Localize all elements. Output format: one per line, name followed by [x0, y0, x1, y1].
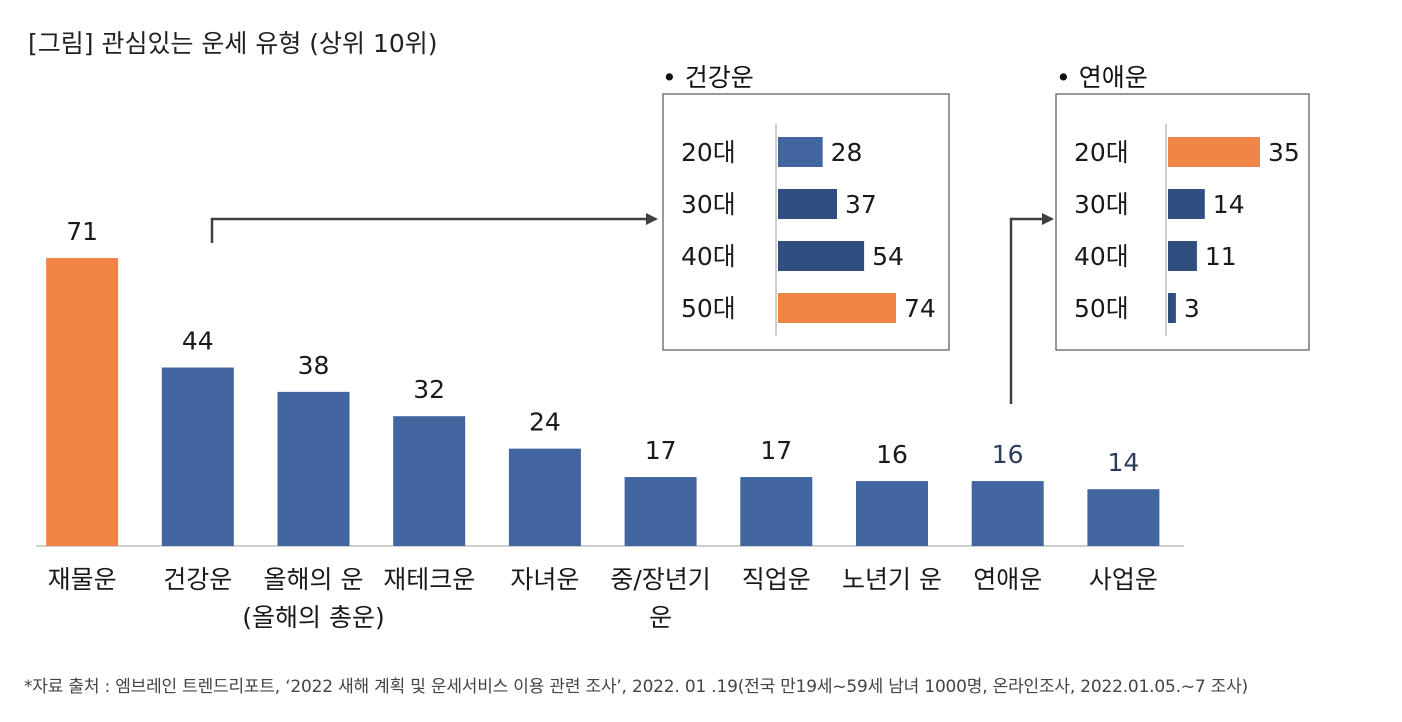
love-value-label: 14: [1213, 190, 1245, 219]
main-bar: [277, 391, 350, 546]
love-age-label: 40대: [1074, 242, 1129, 271]
main-category-label: 재테크운: [383, 565, 475, 594]
love-bar: [1168, 189, 1205, 219]
love-panel-title: • 연애운: [1056, 63, 1148, 92]
main-data-label: 71: [66, 217, 98, 246]
health-connector-arrow: [210, 213, 658, 243]
main-data-label: 16: [992, 440, 1024, 469]
health-panel-title: • 건강운: [662, 63, 754, 92]
love-bar: [1168, 241, 1197, 271]
health-age-chart: 20대 28 30대 37 40대 54 50대 74: [662, 93, 950, 351]
love-connector-arrow: [1009, 213, 1054, 404]
health-bar: [778, 241, 865, 271]
love-value-label: 3: [1184, 294, 1200, 323]
figure-title: [그림] 관심있는 운세 유형 (상위 10위): [28, 29, 438, 58]
main-bar-chart: 71 재물운 44 건강운 38 올해의 운 (올해의 총운) 32 재테크운 24 자녀운 17 중/…: [36, 217, 1184, 632]
main-data-label: 17: [760, 436, 792, 465]
health-age-label: 30대: [681, 190, 736, 219]
main-category-label: 건강운: [163, 565, 232, 594]
main-category-label: 자녀운: [510, 565, 579, 594]
main-category-label: 운: [649, 603, 672, 632]
main-bar: [46, 258, 119, 546]
main-bar: [740, 477, 813, 546]
main-data-label: 24: [529, 408, 561, 437]
main-data-label: 16: [876, 440, 908, 469]
main-data-label: 14: [1107, 448, 1139, 477]
main-category-label: 중/장년기: [610, 565, 710, 594]
love-panel-frame: [1055, 93, 1310, 351]
main-bar: [624, 477, 697, 546]
main-category-label: (올해의 총운): [242, 603, 384, 632]
love-age-label: 30대: [1074, 190, 1129, 219]
health-value-label: 74: [904, 294, 936, 323]
connector-arrows: [210, 213, 1054, 404]
love-age-chart: 20대 35 30대 14 40대 11 50대 3: [1055, 93, 1310, 351]
main-data-label: 17: [645, 436, 677, 465]
love-bar: [1168, 293, 1176, 323]
main-data-label: 44: [182, 327, 214, 356]
health-age-label: 40대: [681, 242, 736, 271]
main-category-label: 사업운: [1089, 565, 1158, 594]
main-bar: [508, 448, 581, 546]
love-value-label: 35: [1268, 138, 1300, 167]
love-bar: [1168, 137, 1260, 167]
main-bar: [161, 367, 234, 546]
source-note: *자료 출처 : 엠브레인 트렌드리포트, ‘2022 새해 계획 및 운세서비…: [24, 677, 1248, 697]
health-bar: [778, 189, 837, 219]
main-data-label: 32: [413, 375, 445, 404]
health-age-label: 20대: [681, 138, 736, 167]
love-value-label: 11: [1205, 242, 1237, 271]
main-category-label: 올해의 운: [264, 565, 364, 594]
health-value-label: 37: [845, 190, 877, 219]
love-age-label: 20대: [1074, 138, 1129, 167]
main-bar: [856, 481, 928, 546]
main-category-label: 연애운: [973, 565, 1042, 594]
main-bar: [971, 481, 1044, 546]
health-value-label: 28: [831, 138, 863, 167]
health-bar: [778, 137, 823, 167]
main-category-label: 직업운: [742, 565, 811, 594]
health-value-label: 54: [872, 242, 904, 271]
main-category-label: 재물운: [48, 565, 117, 594]
main-bar: [393, 416, 466, 546]
main-category-label: 노년기 운: [842, 565, 942, 594]
health-age-label: 50대: [681, 294, 736, 323]
main-bar: [1087, 489, 1160, 546]
main-data-label: 38: [298, 351, 330, 380]
health-bar: [778, 293, 896, 323]
love-age-label: 50대: [1074, 294, 1129, 323]
